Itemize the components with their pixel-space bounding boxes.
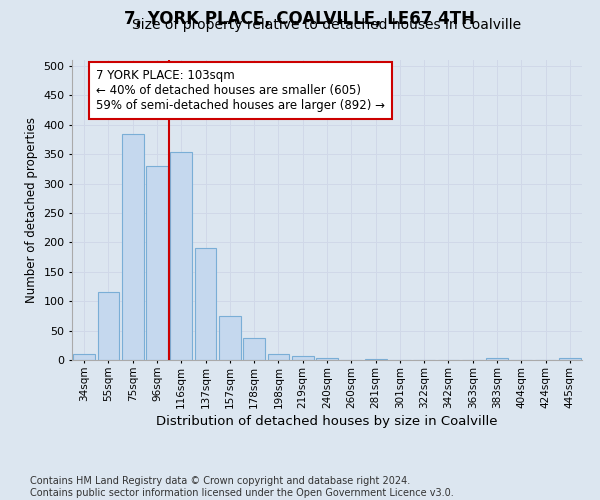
Bar xyxy=(243,338,265,360)
Text: 7, YORK PLACE, COALVILLE, LE67 4TH: 7, YORK PLACE, COALVILLE, LE67 4TH xyxy=(125,10,476,28)
Bar xyxy=(219,316,241,360)
Bar xyxy=(194,248,217,360)
Text: Contains HM Land Registry data © Crown copyright and database right 2024.
Contai: Contains HM Land Registry data © Crown c… xyxy=(30,476,454,498)
Bar xyxy=(268,354,289,360)
Y-axis label: Number of detached properties: Number of detached properties xyxy=(25,117,38,303)
Bar xyxy=(292,356,314,360)
Bar xyxy=(486,358,508,360)
Bar xyxy=(122,134,143,360)
Bar xyxy=(170,152,192,360)
Text: 7 YORK PLACE: 103sqm
← 40% of detached houses are smaller (605)
59% of semi-deta: 7 YORK PLACE: 103sqm ← 40% of detached h… xyxy=(96,69,385,112)
Bar xyxy=(316,358,338,360)
Bar xyxy=(146,166,168,360)
Bar xyxy=(97,292,119,360)
Title: Size of property relative to detached houses in Coalville: Size of property relative to detached ho… xyxy=(133,18,521,32)
X-axis label: Distribution of detached houses by size in Coalville: Distribution of detached houses by size … xyxy=(156,414,498,428)
Bar xyxy=(73,354,95,360)
Bar xyxy=(559,358,581,360)
